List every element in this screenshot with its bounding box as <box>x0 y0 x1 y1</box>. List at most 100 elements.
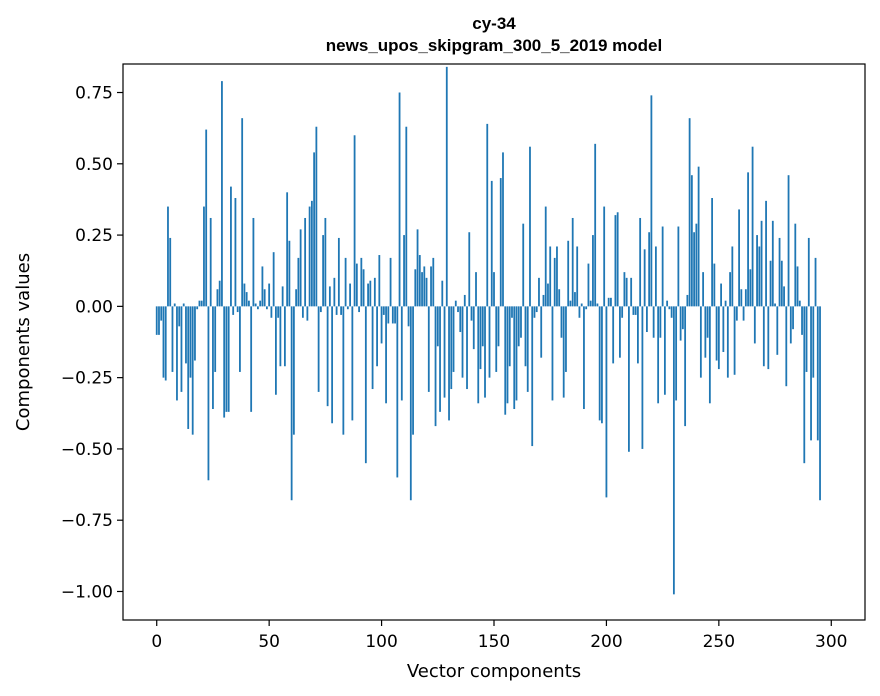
bar-265 <box>751 146 754 307</box>
bar-30 <box>223 306 226 418</box>
bar-54 <box>277 306 280 318</box>
bar-43 <box>252 217 255 307</box>
y-tick-label: −0.25 <box>61 369 113 389</box>
bar-260 <box>740 289 743 307</box>
bar-289 <box>805 306 808 372</box>
bar-126 <box>439 306 441 412</box>
bar-185 <box>571 217 574 307</box>
bar-223 <box>657 306 660 404</box>
bar-131 <box>450 306 453 390</box>
bar-224 <box>659 306 662 338</box>
bar-64 <box>299 229 302 307</box>
bar-201 <box>607 297 610 307</box>
bar-90 <box>358 306 360 313</box>
bar-252 <box>722 306 725 352</box>
bar-51 <box>270 306 273 318</box>
bar-12 <box>182 303 185 307</box>
bar-274 <box>771 220 774 307</box>
bar-204 <box>614 215 617 307</box>
bar-278 <box>780 260 783 307</box>
x-axis-label: Vector components <box>407 661 581 682</box>
bar-96 <box>371 306 374 390</box>
bar-38 <box>241 118 244 307</box>
bar-228 <box>668 306 671 310</box>
bar-256 <box>731 246 734 307</box>
bar-136 <box>461 306 464 378</box>
bar-182 <box>565 306 567 372</box>
bar-269 <box>760 220 763 307</box>
y-tick-label: 0.50 <box>75 155 113 175</box>
bar-190 <box>583 306 585 410</box>
bar-53 <box>275 306 277 395</box>
bar-231 <box>675 306 678 401</box>
bar-23 <box>207 306 210 481</box>
bar-293 <box>814 257 817 307</box>
bar-26 <box>214 306 217 372</box>
bar-183 <box>567 240 570 307</box>
bar-9 <box>176 306 178 401</box>
bar-66 <box>304 217 307 307</box>
bar-209 <box>625 277 628 307</box>
bar-165 <box>526 306 529 392</box>
bar-280 <box>785 306 788 387</box>
bar-208 <box>623 272 626 307</box>
x-axis: 0 50 100 150 200 250 300 <box>151 620 847 652</box>
bar-191 <box>585 306 588 310</box>
bar-266 <box>753 306 756 344</box>
bar-116 <box>416 229 419 307</box>
bar-272 <box>767 306 770 370</box>
bar-111 <box>405 126 408 307</box>
bar-49 <box>266 306 268 310</box>
bar-257 <box>733 306 736 375</box>
bar-47 <box>261 266 264 307</box>
bar-63 <box>297 257 300 307</box>
bar-267 <box>756 235 758 307</box>
bar-62 <box>295 289 298 307</box>
bar-11 <box>180 306 183 392</box>
bar-44 <box>254 303 257 307</box>
bar-237 <box>688 118 691 307</box>
bar-288 <box>803 306 806 464</box>
bar-57 <box>283 306 286 367</box>
bar-180 <box>560 306 563 338</box>
bar-160 <box>515 306 518 401</box>
bar-98 <box>376 306 378 367</box>
bar-69 <box>310 200 313 307</box>
bar-112 <box>407 306 410 327</box>
bar-125 <box>436 306 439 347</box>
x-tick-label: 300 <box>815 632 847 652</box>
bar-140 <box>470 306 473 321</box>
bar-254 <box>726 306 729 378</box>
bar-104 <box>389 257 392 307</box>
bar-175 <box>549 246 552 307</box>
bar-164 <box>524 306 527 367</box>
bar-188 <box>578 306 581 318</box>
bar-15 <box>189 306 192 378</box>
bar-122 <box>430 266 432 307</box>
bar-91 <box>360 257 363 307</box>
bar-258 <box>735 306 738 321</box>
bar-174 <box>547 283 549 307</box>
bar-176 <box>551 306 554 401</box>
bar-114 <box>412 306 414 435</box>
bar-149 <box>490 180 493 307</box>
bar-83 <box>342 306 345 435</box>
bar-3 <box>162 306 165 378</box>
bar-189 <box>580 303 583 307</box>
bar-73 <box>319 306 322 313</box>
bar-168 <box>533 306 536 318</box>
bar-154 <box>502 152 504 307</box>
bar-245 <box>706 306 709 338</box>
bar-153 <box>499 178 502 307</box>
bar-167 <box>531 306 534 447</box>
y-tick-label: 0.00 <box>75 297 113 317</box>
bar-25 <box>212 306 214 410</box>
bar-291 <box>810 306 812 441</box>
bar-195 <box>594 143 597 307</box>
bar-85 <box>346 306 349 310</box>
bar-46 <box>259 300 262 307</box>
bar-284 <box>794 223 797 307</box>
bar-161 <box>517 306 520 347</box>
bar-206 <box>619 306 621 358</box>
plot-frame <box>122 63 866 621</box>
